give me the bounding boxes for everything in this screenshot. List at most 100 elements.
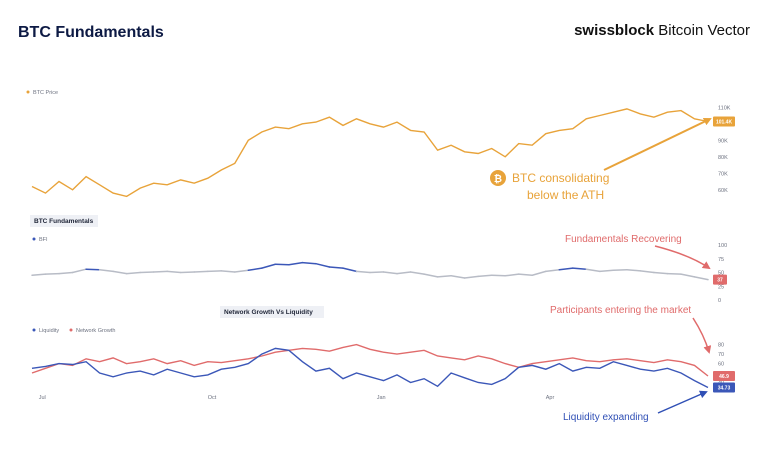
bfi-series-segment bbox=[639, 270, 655, 274]
bfi-series-segment bbox=[396, 271, 412, 275]
bfi-series-segment bbox=[315, 262, 331, 268]
annotation-participants: Participants entering the market bbox=[550, 305, 712, 354]
network-legend-swatch bbox=[69, 328, 73, 332]
annotation-btc-arrow bbox=[603, 117, 712, 171]
price-legend-swatch bbox=[26, 90, 30, 94]
bfi-last-value-badge bbox=[713, 274, 727, 285]
bfi-series-segment bbox=[44, 272, 60, 275]
bfi-series-segment bbox=[152, 270, 168, 273]
bfi-y-tick: 0 bbox=[718, 298, 721, 304]
bfi-panel-title: BTC Fundamentals bbox=[34, 218, 94, 225]
bfi-series-segment bbox=[112, 270, 128, 275]
network-y-tick: 60 bbox=[718, 362, 724, 368]
bfi-series-segment bbox=[558, 267, 574, 271]
page-title: BTC Fundamentals bbox=[18, 24, 164, 41]
network-panel: Network Growth Vs Liquidity Liquidity Ne… bbox=[31, 306, 735, 401]
bitcoin-icon-glyph: ₿ bbox=[494, 173, 502, 185]
bfi-series-segment bbox=[301, 261, 317, 265]
price-last-value-label: 101.4K bbox=[716, 119, 733, 125]
price-last-value-badge bbox=[713, 116, 735, 127]
annotation-fundamentals-arrow bbox=[654, 245, 711, 270]
liquidity-legend-swatch bbox=[32, 328, 36, 332]
price-y-tick: 110K bbox=[718, 105, 731, 111]
bfi-y-tick: 100 bbox=[718, 243, 727, 249]
bfi-series-segment bbox=[626, 269, 642, 272]
bfi-series-segment bbox=[680, 273, 696, 278]
network-panel-title: Network Growth Vs Liquidity bbox=[224, 309, 313, 316]
bfi-y-tick: 50 bbox=[718, 271, 724, 277]
bfi-series-segment bbox=[666, 272, 682, 275]
annotation-participants-text: Participants entering the market bbox=[550, 305, 691, 316]
bfi-series-segment bbox=[31, 273, 47, 276]
annotation-fundamentals-text: Fundamentals Recovering bbox=[565, 234, 682, 245]
bfi-series-segment bbox=[585, 268, 601, 273]
bfi-series-segment bbox=[193, 270, 209, 273]
bfi-series-segment bbox=[328, 266, 344, 269]
bfi-series-segment bbox=[125, 271, 141, 275]
annotation-participants-arrow bbox=[692, 317, 712, 354]
bfi-y-tick: 25 bbox=[718, 284, 724, 290]
bfi-series-segment bbox=[85, 268, 101, 271]
bfi-series-segment bbox=[139, 271, 155, 274]
brand-logo: swissblock Bitcoin Vector bbox=[574, 22, 750, 39]
bfi-legend-label: BFI bbox=[39, 237, 48, 243]
annotation-btc: ₿ BTC consolidating below the ATH bbox=[490, 117, 712, 202]
network-growth-series-line bbox=[31, 343, 709, 377]
liquidity-series-line bbox=[31, 347, 709, 389]
bfi-panel: BTC Fundamentals BFI 0 25 50 75 100 37 bbox=[30, 215, 727, 304]
bfi-series-segment bbox=[545, 269, 561, 273]
bfi-legend-swatch bbox=[32, 237, 36, 241]
bfi-series-segment bbox=[572, 267, 588, 270]
network-y-tick: 80 bbox=[718, 343, 724, 349]
bfi-series-segment bbox=[342, 267, 358, 273]
network-x-tick: Jan bbox=[377, 395, 386, 401]
bfi-series-segment bbox=[599, 269, 615, 273]
bfi-series-segment bbox=[355, 270, 371, 274]
bfi-series-segment bbox=[504, 273, 520, 277]
network-panel-title-box bbox=[220, 306, 324, 318]
bfi-series-segment bbox=[450, 275, 466, 279]
bfi-series-segment bbox=[98, 269, 114, 273]
price-y-tick: 90K bbox=[718, 138, 728, 144]
bfi-series-segment bbox=[220, 270, 236, 273]
bfi-series-segment bbox=[490, 274, 506, 277]
network-last-value-badge bbox=[713, 382, 735, 393]
price-legend-label: BTC Price bbox=[33, 90, 58, 96]
annotation-liquidity-arrow bbox=[657, 390, 708, 414]
bfi-series-segment bbox=[423, 273, 439, 278]
brand-product: Bitcoin Vector bbox=[654, 22, 750, 39]
bfi-series-segment bbox=[612, 269, 628, 272]
annotation-btc-line1: BTC consolidating bbox=[512, 171, 609, 185]
liquidity-legend-label: Liquidity bbox=[39, 328, 59, 334]
bfi-series-segment bbox=[58, 271, 74, 275]
price-series-line bbox=[31, 108, 709, 198]
brand-name: swissblock bbox=[574, 22, 655, 39]
price-y-tick: 70K bbox=[718, 171, 728, 177]
bfi-series-segment bbox=[653, 271, 669, 275]
bfi-series-segment bbox=[247, 267, 263, 272]
price-y-tick: 80K bbox=[718, 155, 728, 161]
bfi-series-segment bbox=[531, 270, 547, 276]
bfi-series-segment bbox=[436, 275, 452, 278]
bfi-series-segment bbox=[517, 273, 533, 276]
annotation-liquidity-text: Liquidity expanding bbox=[563, 412, 649, 423]
annotation-liquidity: Liquidity expanding bbox=[563, 390, 708, 423]
bfi-series-segment bbox=[71, 268, 87, 274]
bfi-series-segment bbox=[693, 276, 709, 281]
network-last-value-badge bbox=[713, 370, 735, 381]
bfi-series-segment bbox=[179, 271, 195, 274]
network-y-tick: 70 bbox=[718, 352, 724, 358]
bfi-series-segment bbox=[166, 270, 182, 274]
bfi-series-segment bbox=[369, 271, 385, 274]
price-y-tick: 60K bbox=[718, 188, 728, 194]
bfi-panel-title-box bbox=[30, 215, 98, 227]
network-x-tick: Jul bbox=[39, 395, 46, 401]
bfi-series-segment bbox=[207, 270, 223, 273]
bitcoin-icon bbox=[490, 170, 506, 186]
annotation-fundamentals: Fundamentals Recovering bbox=[565, 234, 711, 270]
bfi-series-segment bbox=[477, 274, 493, 278]
annotation-btc-line2: below the ATH bbox=[527, 188, 604, 202]
bfi-series-segment bbox=[382, 271, 398, 275]
bfi-series-segment bbox=[261, 263, 277, 269]
